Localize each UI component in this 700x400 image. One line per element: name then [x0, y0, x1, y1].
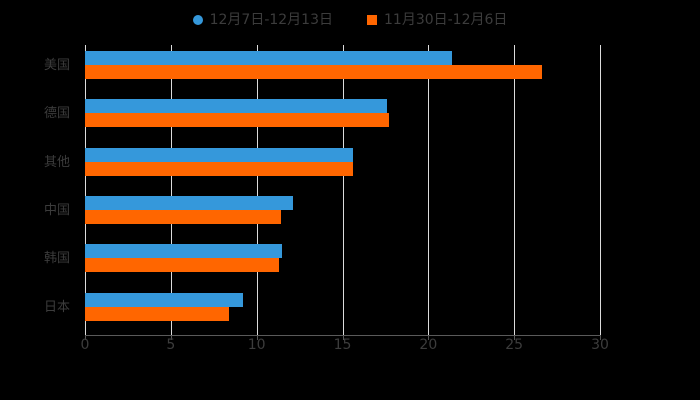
gridline-x-30 [600, 45, 601, 335]
gridline-x-0 [85, 45, 86, 335]
bar-德国-series-0[interactable] [85, 99, 388, 114]
x-tick-mark-0 [85, 335, 86, 340]
gridline-x-25 [514, 45, 516, 335]
gridline-x-10 [256, 45, 258, 335]
x-tick-mark-30 [600, 335, 601, 340]
x-axis-tick-30: 30 [591, 337, 609, 353]
x-tick-mark-15 [342, 335, 344, 340]
bar-韩国-series-0[interactable] [85, 244, 283, 259]
x-axis-tick-20: 20 [419, 337, 438, 353]
bar-其他-series-0[interactable] [85, 147, 353, 162]
legend-item-series-0[interactable]: 12月7日-12月13日 [192, 12, 333, 28]
gridline-x-5 [170, 45, 172, 335]
chart-legend: 12月7日-12月13日 11月30日-12月6日 [0, 6, 700, 34]
y-axis-label-韩国: 韩国 [43, 251, 70, 267]
x-tick-mark-5 [170, 335, 172, 340]
x-tick-mark-25 [514, 335, 516, 340]
gridline-x-20 [428, 45, 430, 335]
x-tick-mark-20 [428, 335, 430, 340]
bar-美国-series-1[interactable] [85, 65, 542, 79]
x-axis-tick-15: 15 [333, 337, 352, 353]
y-axis-label-德国: 德国 [43, 106, 70, 122]
bar-中国-series-0[interactable] [85, 196, 293, 210]
legend-marker-square-icon [367, 15, 377, 25]
y-axis-label-美国: 美国 [43, 58, 70, 73]
gridline-x-15 [342, 45, 344, 335]
legend-label-series-0: 12月7日-12月13日 [209, 12, 333, 28]
bar-美国-series-0[interactable] [85, 51, 453, 65]
bar-其他-series-1[interactable] [85, 161, 353, 176]
legend-marker-circle-icon [192, 15, 203, 25]
y-axis-label-中国: 中国 [43, 203, 70, 218]
bar-日本-series-0[interactable] [85, 292, 243, 307]
legend-item-series-1[interactable]: 11月30日-12月6日 [367, 13, 507, 27]
plot-area [85, 45, 601, 336]
x-axis-tick-0: 0 [80, 337, 90, 353]
legend-label-series-1: 11月30日-12月6日 [384, 12, 508, 28]
bar-韩国-series-1[interactable] [85, 258, 279, 273]
bar-德国-series-1[interactable] [85, 113, 389, 128]
x-axis-tick-10: 10 [247, 337, 266, 353]
bar-日本-series-1[interactable] [85, 306, 230, 321]
y-axis-label-其他: 其他 [43, 154, 70, 170]
x-axis-tick-5: 5 [166, 337, 176, 353]
bar-中国-series-1[interactable] [85, 210, 281, 224]
y-axis-label-日本: 日本 [43, 299, 70, 315]
x-tick-mark-10 [256, 335, 258, 340]
x-axis-tick-25: 25 [505, 337, 524, 353]
